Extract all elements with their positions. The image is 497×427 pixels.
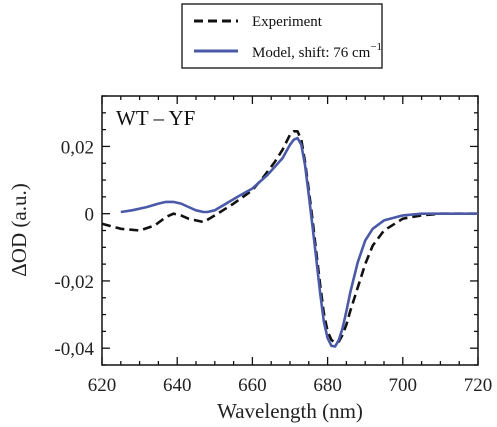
legend: Experiment Model, shift: 76 cm−1: [181, 3, 383, 69]
tick-labels: 620 640 660 680 700 720 -0,04 -0,02 0 0,02: [54, 137, 492, 396]
x-tick-label: 620: [88, 375, 117, 396]
ticks: [101, 95, 479, 366]
y-axis-title: ΔOD (a.u.): [7, 183, 31, 276]
x-tick-label: 640: [163, 375, 192, 396]
y-tick-label: 0,02: [61, 137, 94, 158]
legend-model-label-text: Model, shift: 76 cm: [252, 45, 371, 61]
legend-model-label-sup: −1: [370, 41, 382, 53]
legend-model-label: Model, shift: 76 cm−1: [252, 41, 382, 61]
x-tick-label: 660: [238, 375, 267, 396]
panel-label: WT – YF: [116, 106, 195, 130]
legend-box: [181, 3, 383, 69]
series-experiment-line: [101, 130, 478, 345]
y-tick-label: -0,04: [54, 339, 94, 360]
y-tick-label: 0: [85, 205, 95, 226]
y-tick-label: -0,02: [54, 272, 94, 293]
x-tick-label: 720: [464, 375, 493, 396]
legend-experiment-label: Experiment: [252, 14, 323, 30]
x-tick-label: 700: [389, 375, 418, 396]
series: [101, 130, 478, 348]
x-tick-label: 680: [313, 375, 342, 396]
x-axis-title: Wavelength (nm): [217, 399, 363, 423]
series-model-line: [120, 136, 478, 348]
